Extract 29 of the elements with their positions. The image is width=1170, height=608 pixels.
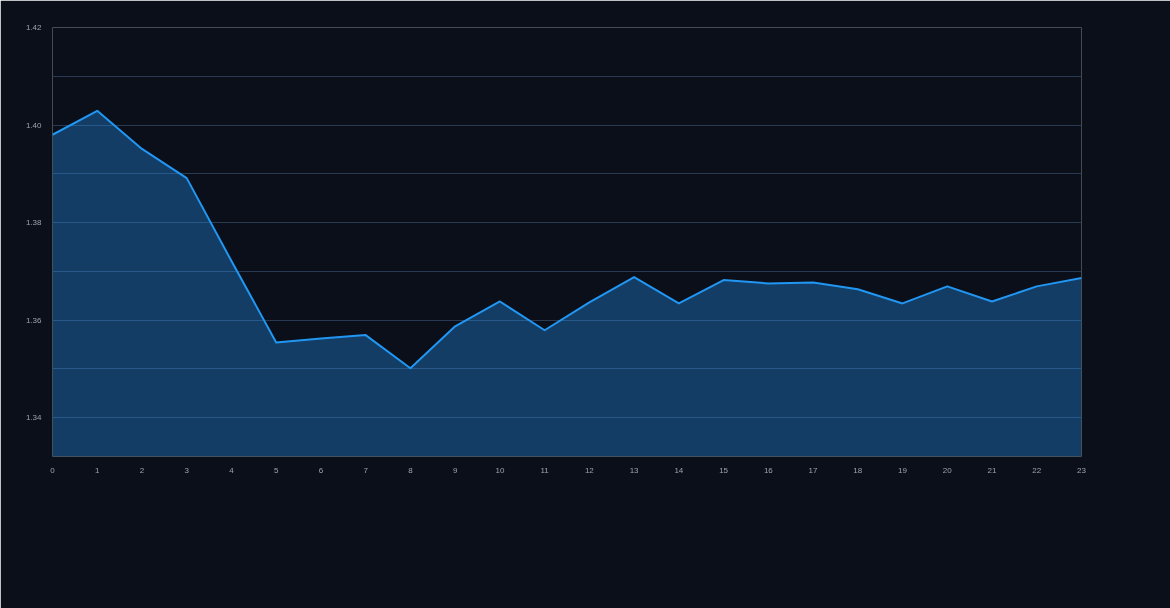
- x-tick-label: 0: [50, 465, 56, 475]
- x-tick-label: 12: [584, 465, 595, 475]
- x-tick-label: 2: [139, 465, 145, 475]
- x-tick-label: 8: [408, 465, 414, 475]
- y-tick-label: 1.40: [25, 120, 43, 130]
- x-tick-label: 16: [763, 465, 774, 475]
- y-tick-label: 1.34: [25, 413, 43, 422]
- x-tick-label: 15: [719, 465, 729, 475]
- y-tick-label: 1.42: [25, 23, 43, 32]
- x-tick-label: 5: [273, 465, 279, 475]
- x-tick-label: 13: [629, 465, 640, 475]
- x-tick-label: 17: [808, 465, 819, 475]
- x-tick-label: 10: [495, 465, 505, 475]
- x-tick-label: 21: [987, 465, 998, 475]
- x-tick-label: 9: [452, 465, 458, 475]
- x-tick-label: 18: [853, 465, 863, 475]
- x-tick-label: 6: [318, 465, 324, 475]
- x-tick-label: 3: [184, 465, 190, 475]
- x-tick-label: 20: [942, 465, 953, 475]
- x-tick-label: 23: [1077, 465, 1087, 475]
- x-tick-label: 22: [1032, 465, 1042, 475]
- y-tick-label: 1.38: [25, 218, 43, 227]
- x-tick-label: 11: [540, 465, 550, 475]
- x-tick-label: 4: [229, 465, 235, 475]
- x-tick-label: 7: [363, 465, 369, 475]
- y-tick-label: 1.36: [25, 315, 43, 325]
- x-tick-label: 14: [674, 465, 684, 475]
- x-tick-label: 1: [95, 465, 101, 475]
- x-tick-label: 19: [898, 465, 908, 475]
